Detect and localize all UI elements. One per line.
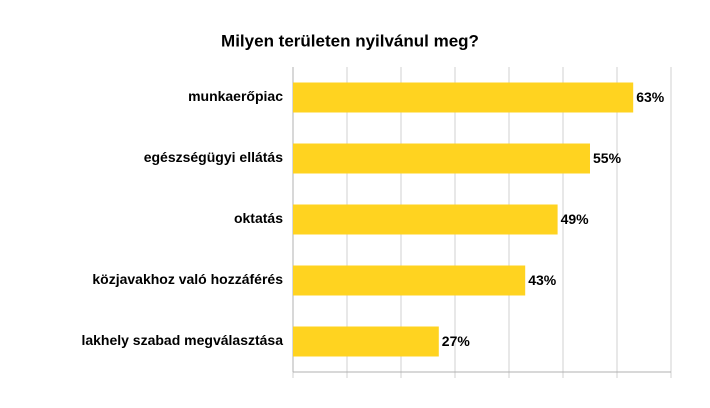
- value-label: 49%: [561, 211, 590, 227]
- chart-title: Milyen területen nyilvánul meg?: [221, 31, 479, 50]
- y-tick-label: egészségügyi ellátás: [144, 149, 284, 165]
- bar: [293, 265, 526, 296]
- value-label: 27%: [442, 333, 471, 349]
- y-tick-label: oktatás: [234, 210, 283, 226]
- y-tick-label: közjavakhoz való hozzáférés: [92, 271, 283, 287]
- y-tick-label: lakhely szabad megválasztása: [81, 332, 283, 348]
- y-tick-label: munkaerőpiac: [188, 88, 283, 104]
- value-label: 63%: [636, 89, 665, 105]
- value-label: 55%: [593, 150, 622, 166]
- bar: [293, 143, 590, 174]
- bar: [293, 326, 439, 357]
- bar: [293, 82, 634, 113]
- bar: [293, 204, 558, 235]
- value-label: 43%: [528, 272, 557, 288]
